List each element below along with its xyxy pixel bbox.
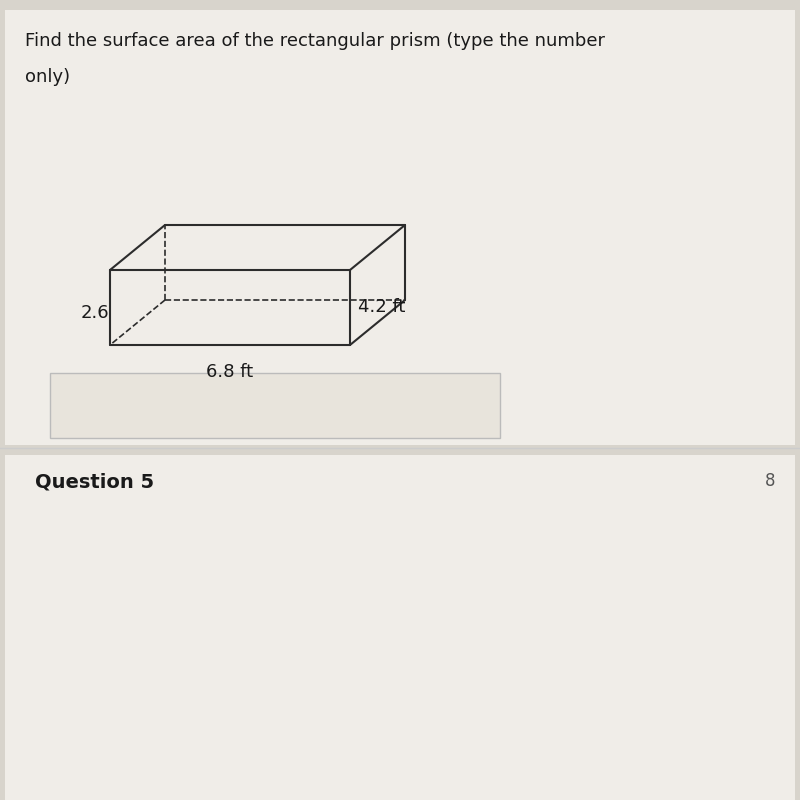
- Text: Question 5: Question 5: [35, 472, 154, 491]
- Text: 8: 8: [765, 472, 775, 490]
- FancyBboxPatch shape: [5, 455, 795, 800]
- Text: 2.6: 2.6: [81, 303, 110, 322]
- Text: 6.8 ft: 6.8 ft: [206, 363, 254, 381]
- Text: Find the surface area of the rectangular prism (type the number: Find the surface area of the rectangular…: [25, 32, 605, 50]
- Text: 4.2 ft: 4.2 ft: [358, 298, 406, 317]
- FancyBboxPatch shape: [50, 373, 500, 438]
- FancyBboxPatch shape: [5, 10, 795, 445]
- Text: only): only): [25, 68, 70, 86]
